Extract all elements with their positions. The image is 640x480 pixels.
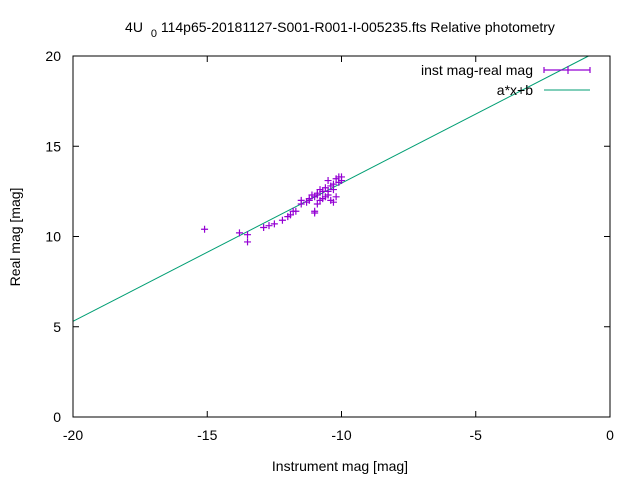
- y-tick-label: 0: [53, 409, 61, 425]
- data-point: [321, 184, 329, 192]
- data-point: [297, 196, 305, 204]
- y-axis-label: Real mag [mag]: [7, 188, 23, 287]
- chart-title-suffix: 114p65-20181127-S001-R001-I-005235.fts R…: [161, 19, 555, 35]
- data-point: [324, 177, 332, 185]
- x-axis-label: Instrument mag [mag]: [272, 458, 408, 474]
- plot-content: [72, 55, 589, 322]
- legend-label-fit: a*x+b: [497, 82, 533, 98]
- data-point: [270, 220, 278, 228]
- legend-label-points: inst mag-real mag: [421, 62, 533, 78]
- chart-title: 4U 0 114p65-20181127-S001-R001-I-005235.…: [125, 19, 555, 40]
- y-tick-label: 10: [45, 229, 61, 245]
- axis-ticks: -20 -15 -10 -5 0 0 5 10 15 20: [45, 48, 614, 443]
- x-tick-label: -15: [197, 427, 217, 443]
- x-tick-label: -5: [470, 427, 483, 443]
- legend-points-marker: [543, 66, 591, 74]
- y-tick-label: 20: [45, 48, 61, 64]
- data-point: [313, 191, 321, 199]
- data-point: [313, 200, 321, 208]
- data-point: [292, 207, 300, 215]
- data-point: [260, 223, 268, 231]
- data-point: [265, 222, 273, 230]
- x-tick-label: -20: [63, 427, 83, 443]
- data-point: [332, 193, 340, 201]
- data-point: [329, 186, 337, 194]
- chart-title-prefix: 4U: [125, 19, 143, 35]
- data-point: [329, 198, 337, 206]
- legend-points-sample: [543, 66, 591, 74]
- data-point: [235, 229, 243, 237]
- data-point: [201, 225, 209, 233]
- x-tick-label: -10: [331, 427, 351, 443]
- data-point: [324, 187, 332, 195]
- y-tick-label: 15: [45, 138, 61, 154]
- chart-title-subscript: 0: [151, 28, 157, 40]
- y-tick-label: 5: [53, 319, 61, 335]
- data-point: [338, 177, 345, 185]
- x-tick-label: 0: [606, 427, 614, 443]
- data-point: [244, 231, 252, 239]
- data-point: [278, 216, 286, 224]
- data-point: [311, 207, 319, 215]
- data-point: [286, 211, 294, 219]
- data-point: [305, 196, 313, 204]
- legend: inst mag-real mag a*x+b: [421, 62, 591, 98]
- plot-frame: [72, 55, 611, 418]
- data-point: [244, 238, 252, 246]
